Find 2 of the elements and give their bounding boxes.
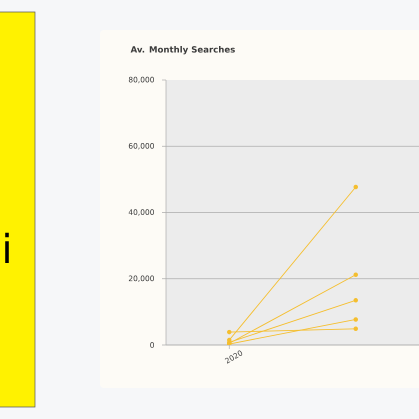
chart-title: Av. Monthly Searches xyxy=(130,46,235,54)
text: i xyxy=(5,232,9,263)
